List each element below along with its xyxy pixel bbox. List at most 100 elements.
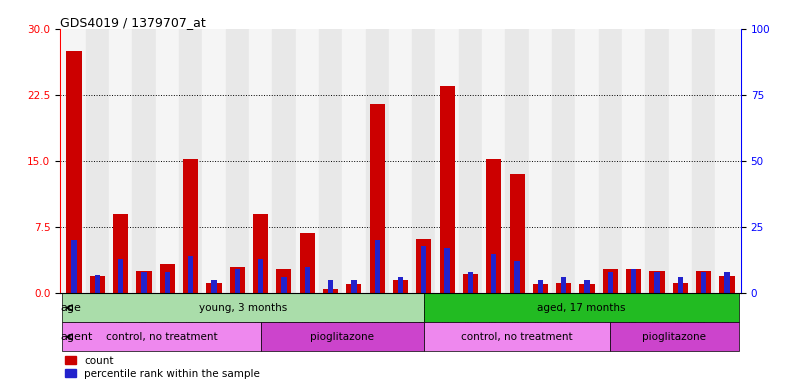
Bar — [505, 29, 529, 293]
Bar — [296, 29, 319, 293]
Bar — [351, 280, 356, 293]
Bar — [529, 29, 552, 293]
Bar — [86, 29, 109, 293]
Bar — [155, 29, 179, 293]
Bar — [136, 271, 151, 293]
Bar — [678, 277, 683, 293]
Text: aged, 17 months: aged, 17 months — [537, 303, 626, 313]
Bar — [610, 322, 739, 351]
Bar — [537, 280, 543, 293]
Bar — [424, 322, 610, 351]
Legend: count, percentile rank within the sample: count, percentile rank within the sample — [66, 356, 260, 379]
Bar — [603, 268, 618, 293]
Bar — [71, 240, 77, 293]
Text: age: age — [61, 303, 82, 313]
Bar — [260, 322, 424, 351]
Bar — [235, 270, 240, 293]
Text: young, 3 months: young, 3 months — [199, 303, 288, 313]
Bar — [424, 293, 739, 322]
Bar — [509, 174, 525, 293]
Bar — [552, 29, 575, 293]
Bar — [211, 280, 216, 293]
Bar — [323, 289, 338, 293]
Bar — [300, 233, 315, 293]
Bar — [66, 51, 82, 293]
Bar — [486, 159, 501, 293]
Bar — [188, 256, 193, 293]
Bar — [90, 276, 105, 293]
Bar — [669, 29, 692, 293]
Text: pioglitazone: pioglitazone — [310, 332, 374, 342]
Bar — [249, 29, 272, 293]
Bar — [183, 159, 198, 293]
Bar — [342, 29, 365, 293]
Bar — [393, 280, 408, 293]
Bar — [696, 271, 711, 293]
Bar — [230, 267, 245, 293]
Bar — [417, 238, 432, 293]
Bar — [468, 272, 473, 293]
Bar — [482, 29, 505, 293]
Bar — [650, 271, 665, 293]
Text: agent: agent — [61, 332, 93, 342]
Bar — [226, 29, 249, 293]
Bar — [62, 29, 86, 293]
Bar — [463, 274, 478, 293]
Bar — [388, 29, 413, 293]
Bar — [272, 29, 296, 293]
Bar — [491, 253, 497, 293]
Bar — [579, 285, 594, 293]
Bar — [445, 248, 450, 293]
Bar — [253, 214, 268, 293]
Bar — [440, 86, 455, 293]
Bar — [585, 280, 590, 293]
Bar — [398, 277, 403, 293]
Bar — [109, 29, 132, 293]
Bar — [369, 104, 384, 293]
Bar — [459, 29, 482, 293]
Bar — [724, 272, 730, 293]
Bar — [113, 214, 128, 293]
Bar — [346, 285, 361, 293]
Bar — [421, 246, 426, 293]
Bar — [715, 29, 739, 293]
Bar — [436, 29, 459, 293]
Bar — [719, 276, 735, 293]
Bar — [179, 29, 203, 293]
Bar — [631, 270, 636, 293]
Bar — [258, 259, 264, 293]
Bar — [575, 29, 598, 293]
Bar — [626, 268, 642, 293]
Bar — [365, 29, 388, 293]
Bar — [622, 29, 646, 293]
Bar — [673, 283, 688, 293]
Text: control, no treatment: control, no treatment — [106, 332, 217, 342]
Bar — [646, 29, 669, 293]
Bar — [514, 262, 520, 293]
Text: GDS4019 / 1379707_at: GDS4019 / 1379707_at — [60, 16, 206, 29]
Bar — [654, 272, 660, 293]
Bar — [608, 272, 613, 293]
Bar — [132, 29, 155, 293]
Bar — [375, 240, 380, 293]
Bar — [203, 29, 226, 293]
Bar — [692, 29, 715, 293]
Bar — [701, 272, 706, 293]
Bar — [95, 275, 100, 293]
Bar — [598, 29, 622, 293]
Bar — [304, 267, 310, 293]
Bar — [159, 264, 175, 293]
Bar — [141, 272, 147, 293]
Bar — [328, 280, 333, 293]
Bar — [118, 259, 123, 293]
Bar — [561, 277, 566, 293]
Bar — [276, 268, 292, 293]
Bar — [207, 283, 222, 293]
Bar — [62, 293, 424, 322]
Text: pioglitazone: pioglitazone — [642, 332, 706, 342]
Bar — [62, 322, 260, 351]
Bar — [165, 272, 170, 293]
Bar — [556, 283, 571, 293]
Text: control, no treatment: control, no treatment — [461, 332, 573, 342]
Bar — [413, 29, 436, 293]
